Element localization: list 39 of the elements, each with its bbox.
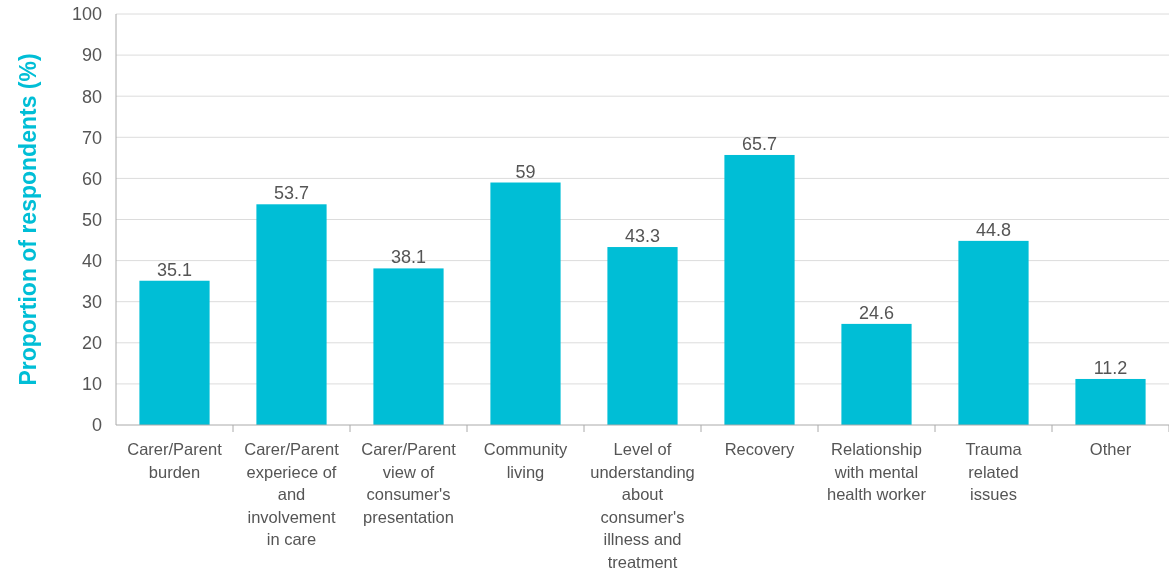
x-tick-label: Carer/Parent view of consumer's presentation — [361, 440, 457, 526]
y-tick-label: 50 — [81, 209, 102, 230]
y-tick-label: 30 — [81, 292, 102, 312]
x-tick-label: Level of understanding about consumer's illness and treatment — [590, 440, 695, 571]
data-label: 53.7 — [273, 183, 310, 204]
data-label: 59 — [515, 161, 536, 182]
data-label: 11.2 — [1093, 357, 1128, 378]
data-label: 44.8 — [975, 219, 1012, 240]
y-tick-label: 70 — [81, 127, 102, 148]
y-axis-title: Proportion of respondents (%) — [15, 53, 41, 386]
y-tick-label: 40 — [81, 250, 102, 271]
x-tick-label: Carer/Parent experiece of and involvement in care — [244, 440, 340, 548]
y-tick-label: 60 — [81, 168, 102, 189]
data-label: 35.1 — [156, 259, 193, 280]
bar — [958, 240, 1029, 425]
bar — [490, 182, 561, 425]
data-label: 38.1 — [390, 247, 427, 268]
bar — [256, 204, 327, 425]
bar — [373, 268, 444, 425]
x-tick-label: Trauma related issues — [965, 440, 1023, 503]
x-tick-label: Other — [1089, 440, 1132, 458]
y-tick-label: 10 — [81, 374, 102, 395]
y-tick-label: 100 — [71, 4, 102, 25]
y-tick-label: 80 — [81, 86, 102, 107]
bar — [841, 323, 912, 425]
bar — [607, 247, 678, 425]
x-tick-label: Relationship with mental health worker — [826, 440, 927, 503]
x-tick-label: Carer/Parent burden — [127, 440, 223, 481]
x-tick-label: Community living — [483, 440, 568, 481]
y-tick-label: 90 — [81, 45, 102, 66]
bar — [1075, 378, 1146, 425]
x-tick-label: Recovery — [724, 440, 796, 458]
data-label: 43.3 — [624, 226, 661, 247]
y-tick-label: 0 — [91, 415, 102, 436]
y-tick-label: 20 — [81, 333, 102, 354]
bar — [724, 154, 795, 425]
data-label: 65.7 — [741, 133, 778, 154]
data-label: 24.6 — [858, 302, 895, 323]
bar — [139, 280, 210, 425]
